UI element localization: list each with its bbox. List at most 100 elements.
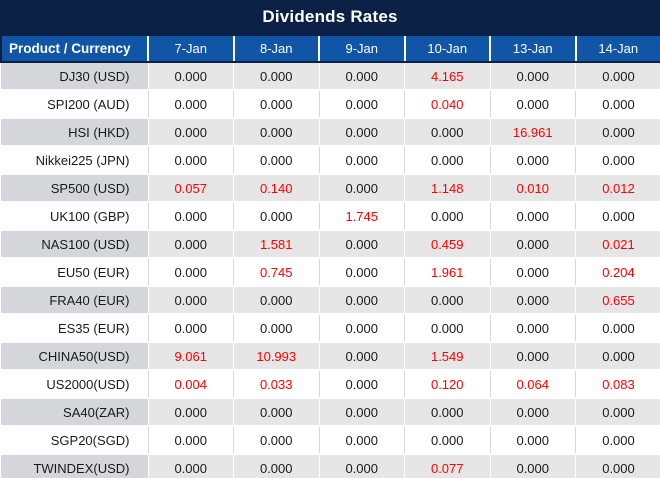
value-cell: 0.000 [147, 454, 234, 478]
table-row: FRA40 (EUR) 0.000 0.000 0.000 0.000 0.000 0.65… [1, 286, 660, 315]
value-cell: 0.021 [575, 230, 660, 259]
value-cell: 0.000 [233, 62, 319, 91]
value-cell: 0.000 [575, 62, 660, 91]
value-cell: 0.000 [147, 286, 234, 315]
value-cell: 0.000 [318, 286, 405, 315]
value-cell: 0.000 [489, 342, 576, 371]
product-cell: UK100 (GBP) [1, 202, 148, 231]
value-cell: 0.000 [147, 62, 234, 91]
table-row: SPI200 (AUD) 0.000 0.000 0.000 0.040 0.000 0.0… [1, 90, 660, 119]
value-cell: 0.000 [318, 230, 405, 259]
value-cell: 0.077 [404, 454, 490, 478]
value-cell: 4.165 [404, 62, 490, 91]
table-row: HSI (HKD) 0.000 0.000 0.000 0.000 16.961 0.000 [1, 118, 660, 147]
value-cell: 0.000 [233, 118, 319, 147]
value-cell: 0.000 [147, 90, 234, 119]
value-cell: 1.961 [404, 258, 490, 287]
value-cell: 0.000 [404, 286, 490, 315]
value-cell: 0.459 [404, 230, 490, 259]
value-cell: 1.581 [233, 230, 319, 259]
value-cell: 0.010 [489, 174, 576, 203]
value-cell: 0.000 [404, 314, 490, 343]
value-cell: 0.000 [318, 398, 405, 427]
table-title: Dividends Rates [0, 0, 660, 34]
value-cell: 0.000 [404, 202, 490, 231]
value-cell: 0.000 [575, 90, 660, 119]
value-cell: 0.000 [489, 258, 576, 287]
product-cell: EU50 (EUR) [1, 258, 148, 287]
value-cell: 0.000 [489, 454, 576, 478]
product-cell: NAS100 (USD) [1, 230, 148, 259]
dividends-rates-table: Product / Currency 7-Jan 8-Jan 9-Jan 10-Jan… [0, 34, 660, 478]
table-row: EU50 (EUR) 0.000 0.745 0.000 1.961 0.000 0.204 [1, 258, 660, 287]
value-cell: 0.000 [575, 118, 660, 147]
product-cell: SP500 (USD) [1, 174, 148, 203]
value-cell: 0.000 [147, 314, 234, 343]
value-cell: 0.000 [318, 258, 405, 287]
value-cell: 0.000 [233, 286, 319, 315]
value-cell: 0.040 [404, 90, 490, 119]
table-row: DJ30 (USD) 0.000 0.000 0.000 4.165 0.000 0.000 [1, 62, 660, 91]
value-cell: 0.000 [489, 146, 576, 175]
column-header-13-jan: 13-Jan [489, 34, 576, 63]
value-cell: 0.000 [318, 454, 405, 478]
value-cell: 0.000 [233, 146, 319, 175]
value-cell: 0.000 [489, 62, 576, 91]
value-cell: 0.000 [233, 426, 319, 455]
table-row: US2000(USD) 0.004 0.033 0.000 0.120 0.064 0.08… [1, 370, 660, 399]
column-header-10-jan: 10-Jan [403, 34, 490, 63]
value-cell: 0.000 [489, 202, 576, 231]
value-cell: 0.000 [233, 202, 319, 231]
table-row: CHINA50(USD) 9.061 10.993 0.000 1.549 0.000 0.… [1, 342, 660, 371]
table-row: UK100 (GBP) 0.000 0.000 1.745 0.000 0.000 0.00… [1, 202, 660, 231]
value-cell: 0.000 [489, 398, 576, 427]
value-cell: 0.204 [575, 258, 660, 287]
value-cell: 0.000 [489, 286, 576, 315]
value-cell: 0.000 [147, 426, 234, 455]
product-cell: SA40(ZAR) [1, 398, 148, 427]
product-cell: Nikkei225 (JPN) [1, 146, 148, 175]
value-cell: 0.000 [489, 230, 576, 259]
value-cell: 0.000 [318, 146, 405, 175]
table-row: SP500 (USD) 0.057 0.140 0.000 1.148 0.010 0.01… [1, 174, 660, 203]
table-row: NAS100 (USD) 0.000 1.581 0.000 0.459 0.000 0.0… [1, 230, 660, 259]
value-cell: 0.120 [404, 370, 490, 399]
value-cell: 0.000 [147, 118, 234, 147]
value-cell: 0.000 [489, 90, 576, 119]
value-cell: 0.064 [489, 370, 576, 399]
value-cell: 0.000 [575, 454, 660, 478]
product-cell: HSI (HKD) [1, 118, 148, 147]
value-cell: 0.000 [404, 398, 490, 427]
value-cell: 10.993 [233, 342, 319, 371]
value-cell: 0.000 [575, 342, 660, 371]
value-cell: 0.000 [318, 90, 405, 119]
value-cell: 9.061 [147, 342, 234, 371]
value-cell: 0.004 [147, 370, 234, 399]
value-cell: 0.000 [318, 118, 405, 147]
table-header-row: Product / Currency 7-Jan 8-Jan 9-Jan 10-Jan… [0, 34, 660, 63]
product-cell: TWINDEX(USD) [1, 454, 148, 478]
value-cell: 0.000 [318, 174, 405, 203]
column-header-product-currency: Product / Currency [0, 34, 148, 63]
value-cell: 16.961 [489, 118, 576, 147]
table-row: ES35 (EUR) 0.000 0.000 0.000 0.000 0.000 0.000 [1, 314, 660, 343]
value-cell: 0.745 [233, 258, 319, 287]
product-cell: CHINA50(USD) [1, 342, 148, 371]
product-cell: SGP20(SGD) [1, 426, 148, 455]
table-row: SA40(ZAR) 0.000 0.000 0.000 0.000 0.000 0.000 [1, 398, 660, 427]
value-cell: 0.000 [404, 118, 490, 147]
value-cell: 0.000 [147, 146, 234, 175]
value-cell: 0.000 [318, 426, 405, 455]
product-cell: DJ30 (USD) [1, 62, 148, 91]
product-cell: SPI200 (AUD) [1, 90, 148, 119]
table-row: SGP20(SGD) 0.000 0.000 0.000 0.000 0.000 0.000 [1, 426, 660, 455]
product-cell: ES35 (EUR) [1, 314, 148, 343]
value-cell: 0.033 [233, 370, 319, 399]
value-cell: 0.000 [233, 454, 319, 478]
value-cell: 0.000 [233, 314, 319, 343]
value-cell: 0.000 [318, 370, 405, 399]
value-cell: 0.083 [575, 370, 660, 399]
column-header-7-jan: 7-Jan [147, 34, 234, 63]
value-cell: 0.000 [147, 258, 234, 287]
